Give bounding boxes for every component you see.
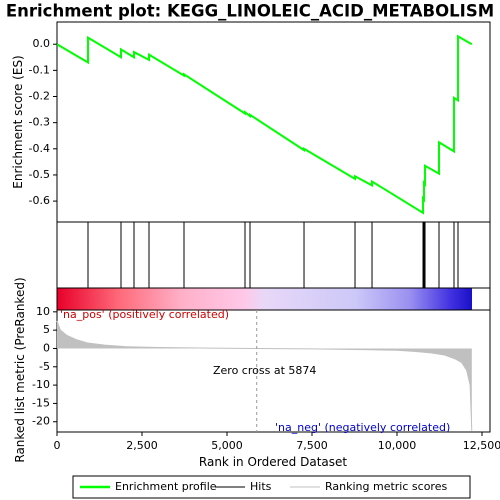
legend-label: Hits: [250, 480, 272, 493]
y2-tick-label: -20: [32, 415, 50, 428]
legend: [72, 475, 471, 499]
x-tick-label: 7,500: [296, 439, 328, 452]
x-tick-label: 5,000: [211, 439, 243, 452]
annotation: Zero cross at 5874: [213, 364, 316, 377]
x-tick-label: 10,000: [378, 439, 417, 452]
x-tick-label: 12,500: [463, 439, 500, 452]
legend-label: Ranking metric scores: [325, 480, 447, 493]
y2-tick-label: 0: [43, 341, 50, 354]
y2-tick-label: -15: [32, 396, 50, 409]
metric-line: [56, 320, 473, 431]
x-axis-label: Rank in Ordered Dataset: [199, 455, 347, 469]
legend-items: Enrichment profile Hits Ranking metric sco…: [80, 480, 447, 493]
metric-area-fill: [57, 320, 472, 431]
plot-frame: [56, 21, 491, 433]
y2-tick-label: 10: [36, 305, 50, 318]
y-tick-label: -0.6: [29, 194, 50, 207]
rank-color-bar: [57, 288, 472, 310]
y-tick-label: -0.2: [29, 90, 50, 103]
y-tick-label: -0.5: [29, 168, 50, 181]
x-tick-label: 2,500: [126, 439, 158, 452]
y-tick-label: -0.4: [29, 142, 50, 155]
y2-axis-label: Ranked list metric (PreRanked): [13, 277, 27, 462]
y2-tick-label: -10: [32, 378, 50, 391]
annotation: 'na_pos' (positively correlated): [60, 308, 229, 321]
enrichment-profile: [56, 34, 473, 215]
y-tick-label: -0.3: [29, 116, 50, 129]
y2-tick-label: 5: [43, 323, 50, 336]
legend-label: Enrichment profile: [115, 480, 217, 493]
chart-title: Enrichment plot: KEGG_LINOLEIC_ACID_META…: [6, 2, 494, 21]
annotation: 'na_neg' (negatively correlated): [275, 421, 450, 434]
y-tick-label: 0.0: [33, 37, 51, 50]
x-tick-label: 0: [54, 439, 61, 452]
y-axis-label: Enrichment score (ES): [11, 55, 25, 188]
y-tick-label: -0.1: [29, 63, 50, 76]
y2-tick-label: -5: [39, 360, 50, 373]
